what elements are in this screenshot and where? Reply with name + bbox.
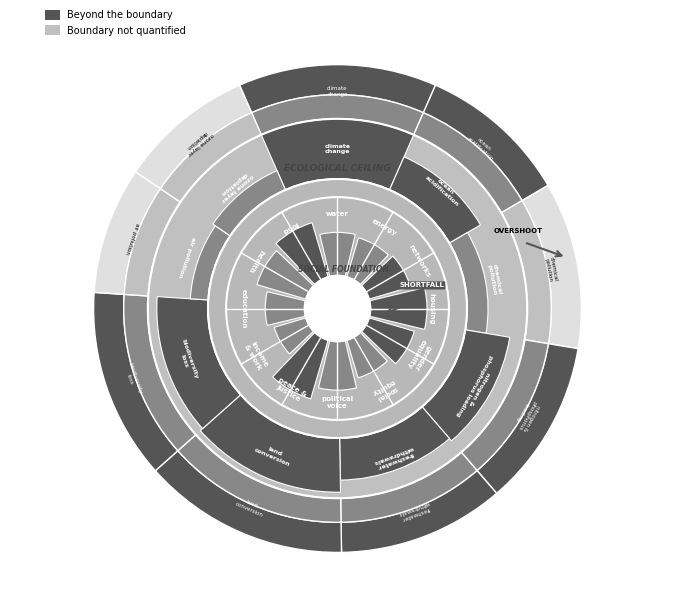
Wedge shape <box>273 333 328 399</box>
Wedge shape <box>124 95 551 522</box>
Wedge shape <box>257 250 313 299</box>
Text: housing: housing <box>429 293 435 324</box>
Text: freshwater
withdrawals: freshwater withdrawals <box>397 500 432 522</box>
Text: water: water <box>326 211 349 217</box>
Text: health: health <box>247 249 265 274</box>
Legend: Beyond the boundary, Boundary not quantified: Beyond the boundary, Boundary not quanti… <box>41 6 190 39</box>
Wedge shape <box>136 85 252 189</box>
Wedge shape <box>347 333 387 378</box>
Text: ocean
acidification: ocean acidification <box>466 131 497 162</box>
Text: energy: energy <box>371 217 398 237</box>
Wedge shape <box>124 189 180 296</box>
Wedge shape <box>94 65 581 552</box>
Wedge shape <box>157 296 241 429</box>
Wedge shape <box>94 172 161 295</box>
Wedge shape <box>502 201 551 344</box>
Text: nitrogen &
phosphorus
loading: nitrogen & phosphorus loading <box>511 397 541 433</box>
Text: climate
change: climate change <box>327 87 348 97</box>
Wedge shape <box>94 292 178 471</box>
Wedge shape <box>208 179 467 438</box>
Wedge shape <box>240 65 435 113</box>
Wedge shape <box>450 232 488 333</box>
Wedge shape <box>148 119 527 499</box>
Circle shape <box>88 59 587 558</box>
Text: SHORTFALL: SHORTFALL <box>400 283 444 289</box>
Wedge shape <box>276 223 328 284</box>
Text: ocean
acidification: ocean acidification <box>424 171 463 208</box>
Wedge shape <box>389 157 481 243</box>
Wedge shape <box>190 226 230 300</box>
Text: land
conversion: land conversion <box>234 496 267 518</box>
Wedge shape <box>274 318 313 354</box>
Text: ozone layer
depletion: ozone layer depletion <box>217 169 254 203</box>
Text: peace &
justice: peace & justice <box>273 376 307 404</box>
Wedge shape <box>477 344 578 493</box>
Text: chemical
pollution: chemical pollution <box>543 256 558 283</box>
Text: gender
equality: gender equality <box>405 338 433 373</box>
Wedge shape <box>252 95 423 135</box>
Text: freshwater
withdrawals: freshwater withdrawals <box>373 445 416 470</box>
Wedge shape <box>320 232 355 276</box>
Wedge shape <box>155 451 342 552</box>
Wedge shape <box>347 238 388 284</box>
Wedge shape <box>261 119 414 190</box>
Text: income
& work: income & work <box>243 340 269 371</box>
Text: nitrogen &
phosphorus loading: nitrogen & phosphorus loading <box>455 354 498 420</box>
Text: ozone layer
depletion: ozone layer depletion <box>183 128 215 156</box>
Text: education: education <box>240 289 246 328</box>
Wedge shape <box>522 185 581 348</box>
Text: biodiversity
loss: biodiversity loss <box>175 339 198 382</box>
Text: food: food <box>281 220 300 234</box>
Wedge shape <box>124 295 196 451</box>
Circle shape <box>226 197 449 420</box>
Wedge shape <box>362 256 410 299</box>
Wedge shape <box>340 407 450 480</box>
Text: biodiversity
loss: biodiversity loss <box>122 362 142 396</box>
Text: air pollution: air pollution <box>125 222 140 255</box>
Text: networks: networks <box>407 244 431 279</box>
Wedge shape <box>423 85 548 201</box>
Wedge shape <box>161 113 261 202</box>
Text: social
equity: social equity <box>371 378 399 402</box>
Wedge shape <box>178 434 341 522</box>
Text: climate
change: climate change <box>325 143 350 154</box>
Text: SOCIAL FOUNDATION: SOCIAL FOUNDATION <box>298 265 389 274</box>
Text: OVERSHOOT: OVERSHOOT <box>493 228 543 234</box>
Wedge shape <box>200 394 340 492</box>
Wedge shape <box>319 341 356 390</box>
Text: political
voice: political voice <box>321 396 354 409</box>
Wedge shape <box>362 318 414 364</box>
Text: land
conversion: land conversion <box>254 442 293 468</box>
Text: ECOLOGICAL CEILING: ECOLOGICAL CEILING <box>284 164 391 173</box>
Wedge shape <box>370 287 427 329</box>
Wedge shape <box>414 113 522 213</box>
Text: chemical
pollution: chemical pollution <box>486 263 503 296</box>
Circle shape <box>304 275 371 342</box>
Wedge shape <box>341 453 477 522</box>
Wedge shape <box>265 292 305 325</box>
Wedge shape <box>341 471 497 552</box>
Wedge shape <box>213 171 286 236</box>
Wedge shape <box>461 340 548 471</box>
Text: air pollution: air pollution <box>178 236 196 278</box>
Wedge shape <box>422 330 510 441</box>
